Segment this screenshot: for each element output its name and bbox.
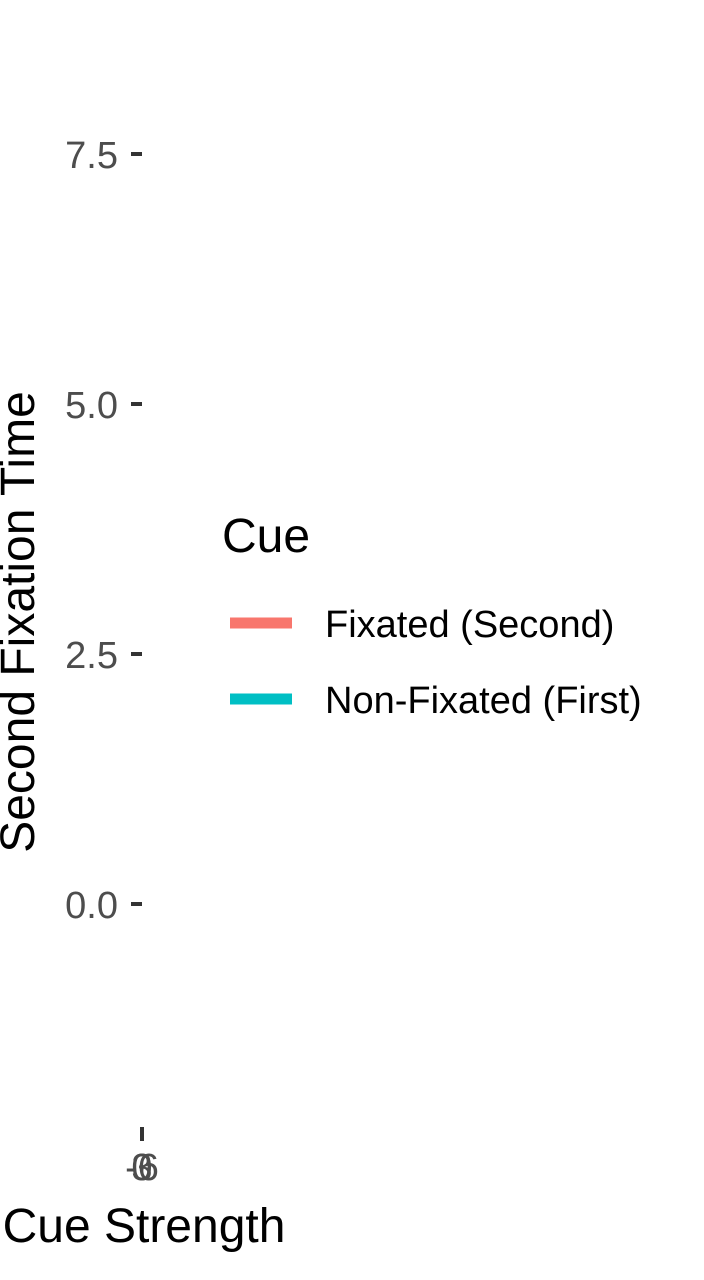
legend-title: Cue (222, 510, 310, 563)
legend: Cue Fixated (Second) Non-Fixated (First) (222, 510, 642, 722)
x-tick-label: 0 (131, 1147, 152, 1189)
legend-entries: Fixated (Second) Non-Fixated (First) (230, 604, 642, 722)
y-tick-label: 0.0 (65, 885, 118, 927)
legend-label: Non-Fixated (First) (325, 680, 642, 722)
y-axis: 0.0 2.5 5.0 7.5 (65, 135, 142, 927)
y-tick-label: 5.0 (65, 385, 118, 427)
y-axis-title: Second Fixation Time (0, 391, 45, 853)
y-tick-label: 7.5 (65, 135, 118, 177)
legend-label: Fixated (Second) (325, 604, 614, 646)
x-axis-title: Cue Strength (3, 1200, 286, 1253)
y-tick-label: 2.5 (65, 635, 118, 677)
x-axis: -603 (125, 1127, 159, 1189)
x-tick-label: -6 (125, 1147, 159, 1189)
x-tick-label: 3 (131, 1147, 152, 1189)
